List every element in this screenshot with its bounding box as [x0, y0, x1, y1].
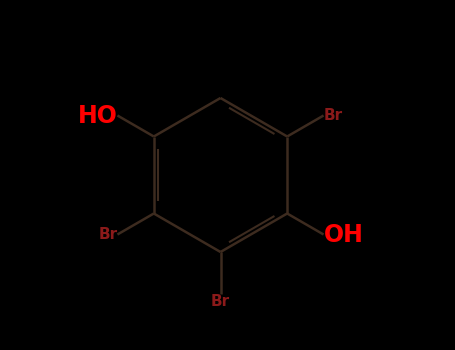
Text: Br: Br: [211, 294, 230, 309]
Text: Br: Br: [324, 108, 343, 123]
Text: Br: Br: [98, 227, 117, 242]
Text: OH: OH: [324, 223, 364, 246]
Text: HO: HO: [77, 104, 117, 127]
